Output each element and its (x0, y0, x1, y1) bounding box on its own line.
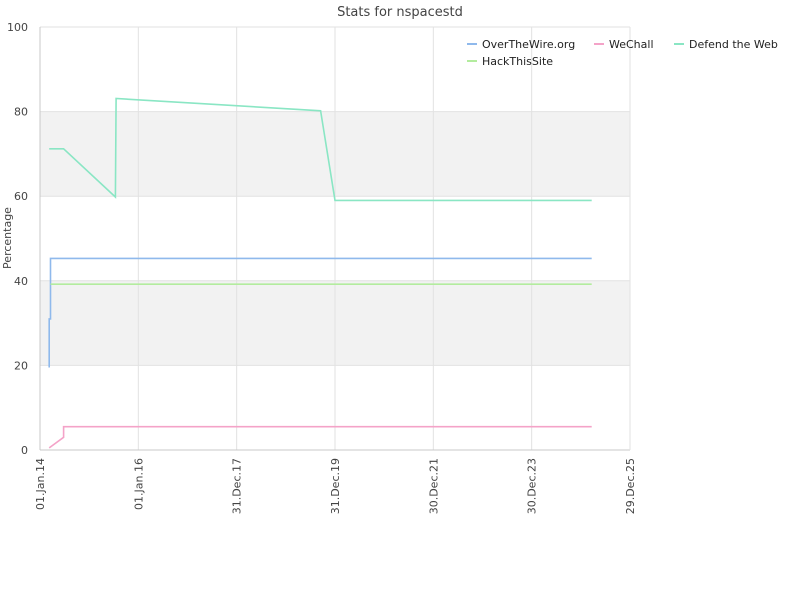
series-line (49, 97, 592, 202)
legend-label: Defend the Web (689, 38, 778, 51)
chart-title: Stats for nspacestd (337, 5, 463, 20)
y-tick-label: 20 (14, 359, 28, 372)
legend: OverTheWire.org WeChall Defend the Web Hack… (467, 38, 778, 68)
series-lines (48, 97, 592, 449)
axes (39, 27, 631, 451)
y-axis-title: Percentage (1, 207, 14, 269)
y-tick-label: 80 (14, 106, 28, 119)
x-tick-label: 31.Dec.17 (231, 458, 244, 514)
legend-label: WeChall (609, 38, 654, 51)
x-tick-label: 29.Dec.25 (624, 458, 637, 514)
legend-label: OverTheWire.org (482, 38, 575, 51)
x-tick-label: 01.Jan.16 (132, 458, 145, 510)
x-tick-label: 31.Dec.19 (329, 458, 342, 514)
legend-label: HackThisSite (482, 55, 553, 68)
x-tick-label: 30.Dec.21 (427, 458, 440, 514)
y-tick-label: 0 (21, 444, 28, 457)
y-tick-label: 100 (7, 21, 28, 34)
grid-lines (39, 26, 631, 451)
y-tick-label: 40 (14, 275, 28, 288)
series-line (48, 425, 592, 449)
series-line (48, 257, 592, 368)
x-tick-label: 01.Jan.14 (34, 458, 47, 510)
x-tick-label: 30.Dec.23 (526, 458, 539, 514)
x-tick-labels: 01.Jan.14 01.Jan.16 31.Dec.17 31.Dec.19 30.D… (34, 458, 637, 514)
y-tick-label: 60 (14, 190, 28, 203)
y-tick-labels: 0 20 40 60 80 100 (7, 21, 28, 457)
